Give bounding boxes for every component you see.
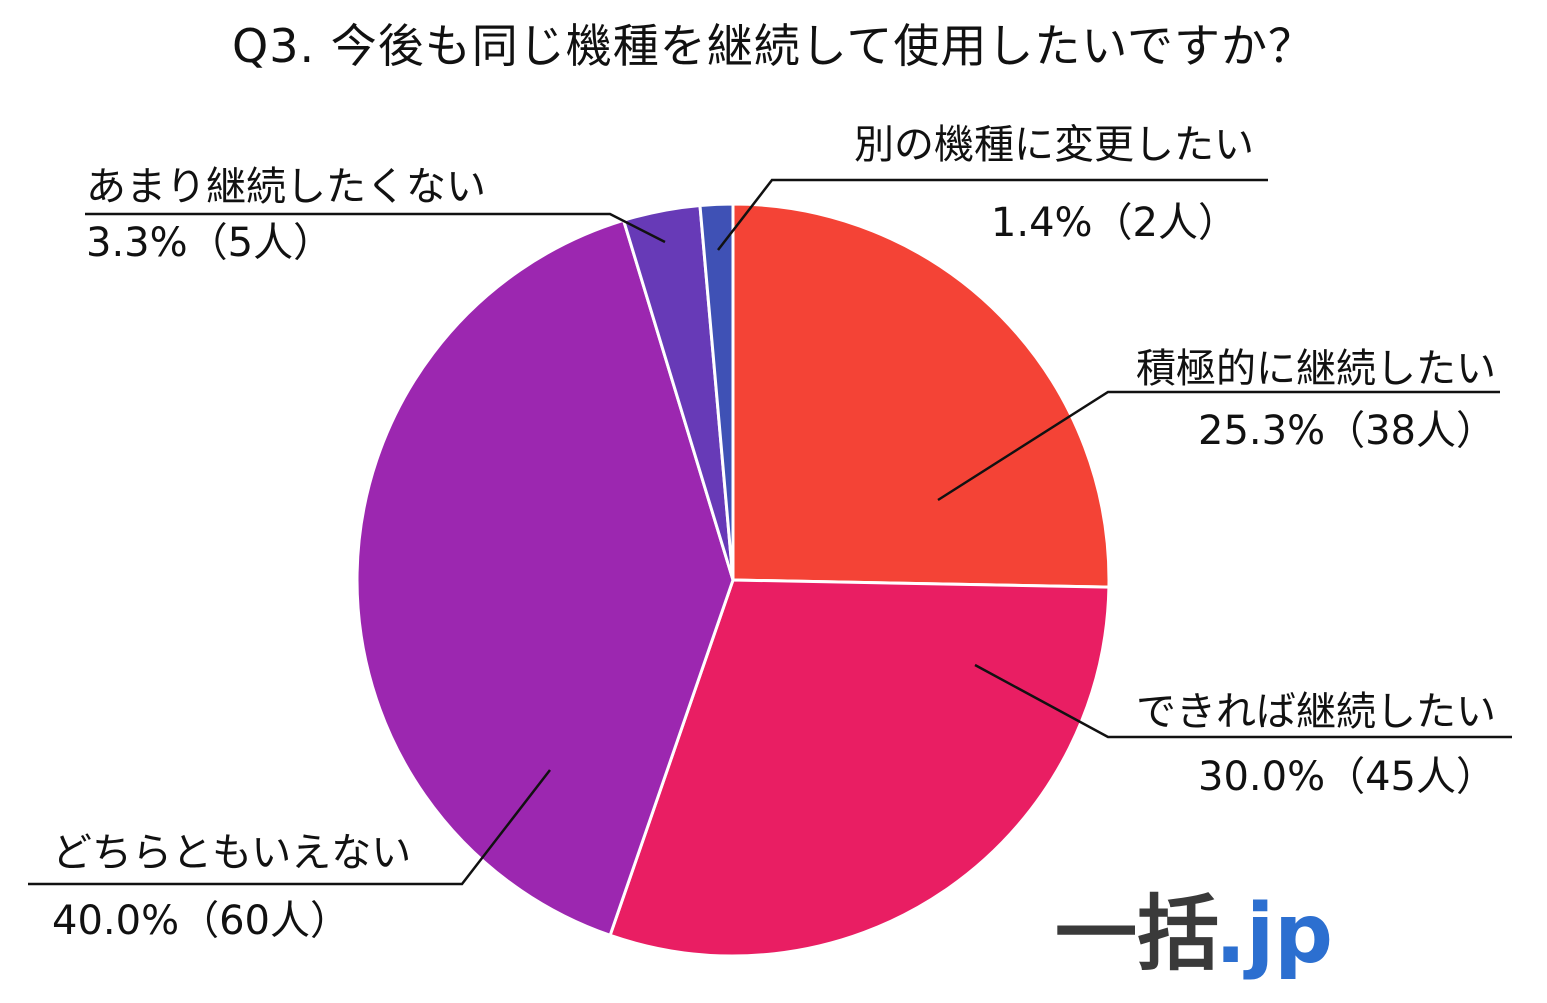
logo-main-text: 一括 <box>1055 887 1219 982</box>
pie-slice-1 <box>608 578 1111 958</box>
logo-suffix-text: .jp <box>1215 887 1333 982</box>
pie-slice-0 <box>731 202 1111 589</box>
leader-line-slice-4 <box>717 178 1268 251</box>
leader-line-slice-3 <box>85 212 666 244</box>
slice-value-0: 25.3%（38人） <box>1198 408 1496 454</box>
leader-lines <box>28 178 1512 886</box>
leader-line-slice-1 <box>974 663 1512 739</box>
slice-label-0: 積極的に継続したい <box>1136 346 1496 392</box>
slice-label-1: できれば継続したい <box>1136 689 1496 735</box>
slice-label-2: どちらともいえない <box>52 830 411 876</box>
slice-label-3: あまり継続したくない <box>86 164 486 210</box>
slice-label-4: 別の機種に変更したい <box>854 122 1254 168</box>
slice-value-1: 30.0%（45人） <box>1198 754 1496 800</box>
pie-slice-4 <box>698 202 735 581</box>
chart-title: Q3. 今後も同じ機種を継続して使用したいですか？ <box>232 19 1315 73</box>
slice-labels: 積極的に継続したい 25.3%（38人） できれば継続したい 30.0%（45人… <box>52 122 1496 944</box>
pie-slice-2 <box>355 218 735 938</box>
slice-value-3: 3.3%（5人） <box>86 220 333 266</box>
leader-line-slice-2 <box>28 769 551 886</box>
pie-slices <box>355 202 1111 958</box>
slice-value-2: 40.0%（60人） <box>52 898 350 944</box>
leader-line-slice-0 <box>937 390 1500 502</box>
brand-logo: 一括 .jp <box>1055 887 1333 982</box>
slice-value-4: 1.4%（2人） <box>991 200 1238 246</box>
